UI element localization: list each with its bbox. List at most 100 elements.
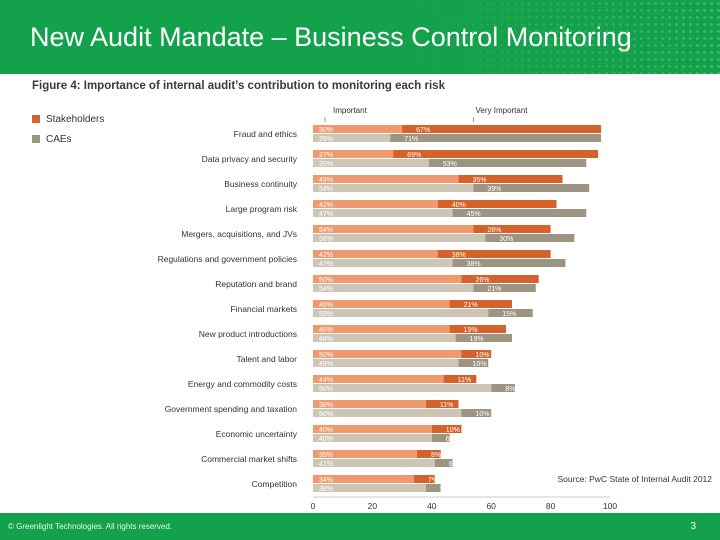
bar-stakeholders-important bbox=[313, 125, 403, 133]
bar-stakeholders-important bbox=[313, 175, 459, 183]
data-label-stakeholders-very-important: 38% bbox=[452, 252, 466, 259]
data-label-caes-important: 38% bbox=[319, 486, 333, 493]
bar-caes-very-important bbox=[434, 459, 453, 467]
bar-caes-important bbox=[313, 434, 432, 442]
bar-caes-important bbox=[313, 234, 486, 242]
bar-stakeholders-very-important bbox=[416, 450, 441, 458]
category-label: Fraud and ethics bbox=[234, 129, 297, 139]
bar-caes-important bbox=[313, 259, 453, 267]
data-label-caes-very-important: 30% bbox=[499, 236, 513, 243]
data-label-stakeholders-very-important: 11% bbox=[458, 377, 472, 384]
x-tick-label: 40 bbox=[427, 501, 437, 511]
bar-caes-important bbox=[313, 184, 474, 192]
bar-stakeholders-very-important bbox=[449, 325, 507, 333]
data-label-stakeholders-important: 50% bbox=[319, 352, 333, 359]
bar-caes-very-important bbox=[452, 209, 587, 217]
data-label-stakeholders-important: 38% bbox=[319, 402, 333, 409]
data-label-stakeholders-important: 27% bbox=[319, 152, 333, 159]
data-label-stakeholders-important: 42% bbox=[319, 202, 333, 209]
bar-caes-important bbox=[313, 484, 426, 492]
data-label-caes-important: 54% bbox=[319, 186, 333, 193]
category-label: Economic uncertainty bbox=[216, 429, 298, 439]
category-label: Mergers, acquisitions, and JVs bbox=[181, 229, 297, 239]
data-label-stakeholders-very-important: 10% bbox=[446, 427, 460, 434]
data-label-caes-important: 60% bbox=[319, 386, 333, 393]
bar-caes-important bbox=[313, 159, 429, 167]
category-label: Competition bbox=[252, 479, 298, 489]
figure-title: Figure 4: Importance of internal audit’s… bbox=[32, 80, 445, 92]
bar-stakeholders-very-important bbox=[425, 400, 459, 408]
bar-stakeholders-very-important bbox=[431, 425, 462, 433]
bar-stakeholders-important bbox=[313, 250, 438, 258]
bar-stakeholders-very-important bbox=[449, 300, 512, 308]
data-label-caes-very-important: 5% bbox=[440, 486, 450, 493]
data-label-caes-important: 26% bbox=[319, 136, 333, 143]
category-label: Energy and commodity costs bbox=[188, 379, 297, 389]
data-label-caes-very-important: 10% bbox=[476, 411, 490, 418]
data-label-caes-important: 54% bbox=[319, 286, 333, 293]
data-label-caes-very-important: 45% bbox=[467, 211, 481, 218]
data-label-caes-important: 47% bbox=[319, 261, 333, 268]
bar-caes-important bbox=[313, 384, 492, 392]
category-label: Government spending and taxation bbox=[165, 404, 298, 414]
data-label-caes-very-important: 53% bbox=[443, 161, 457, 168]
x-tick-label: 60 bbox=[486, 501, 496, 511]
bar-stakeholders-very-important bbox=[461, 275, 539, 283]
x-tick-label: 100 bbox=[603, 501, 617, 511]
bar-stakeholders-important bbox=[313, 325, 450, 333]
bar-stakeholders-important bbox=[313, 300, 450, 308]
bar-stakeholders-very-important bbox=[437, 200, 557, 208]
bar-caes-important bbox=[313, 459, 435, 467]
category-label: Talent and labor bbox=[237, 354, 298, 364]
bar-stakeholders-very-important bbox=[402, 125, 602, 133]
data-label-caes-very-important: 8% bbox=[505, 386, 515, 393]
data-label-stakeholders-very-important: 10% bbox=[476, 352, 490, 359]
bar-caes-very-important bbox=[491, 384, 515, 392]
data-label-stakeholders-important: 35% bbox=[319, 452, 333, 459]
column-label-very-important: Very Important bbox=[476, 106, 529, 115]
category-label: Commercial market shifts bbox=[201, 454, 297, 464]
data-label-stakeholders-important: 49% bbox=[319, 177, 333, 184]
source-note: Source: PwC State of Internal Audit 2012 bbox=[557, 474, 712, 484]
bar-stakeholders-very-important bbox=[413, 475, 435, 483]
slide-title: New Audit Mandate – Business Control Mon… bbox=[30, 22, 632, 52]
bar-caes-very-important bbox=[452, 259, 566, 267]
data-label-caes-important: 49% bbox=[319, 361, 333, 368]
bar-stakeholders-important bbox=[313, 475, 414, 483]
data-label-caes-important: 59% bbox=[319, 311, 333, 318]
data-label-stakeholders-very-important: 11% bbox=[440, 402, 454, 409]
slide-header: New Audit Mandate – Business Control Mon… bbox=[0, 0, 720, 74]
category-label: Large program risk bbox=[226, 204, 298, 214]
data-label-stakeholders-important: 40% bbox=[319, 427, 333, 434]
bar-caes-important bbox=[313, 409, 462, 417]
data-label-stakeholders-very-important: 35% bbox=[473, 177, 487, 184]
bar-caes-very-important bbox=[473, 284, 536, 292]
bar-stakeholders-important bbox=[313, 450, 417, 458]
data-label-stakeholders-very-important: 19% bbox=[464, 327, 478, 334]
data-label-stakeholders-important: 34% bbox=[319, 477, 333, 484]
category-label: New product introductions bbox=[199, 329, 297, 339]
data-label-caes-very-important: 10% bbox=[473, 361, 487, 368]
bar-stakeholders-very-important bbox=[393, 150, 599, 158]
bar-stakeholders-very-important bbox=[473, 225, 551, 233]
data-label-caes-very-important: 15% bbox=[502, 311, 516, 318]
data-label-caes-important: 50% bbox=[319, 411, 333, 418]
data-label-caes-very-important: 6% bbox=[446, 436, 456, 443]
column-label-important: Important bbox=[333, 106, 368, 115]
data-label-caes-important: 39% bbox=[319, 161, 333, 168]
bar-stakeholders-very-important bbox=[461, 350, 492, 358]
bar-caes-very-important bbox=[390, 134, 602, 142]
bar-stakeholders-important bbox=[313, 400, 426, 408]
legend-stakeholders: Stakeholders bbox=[32, 114, 104, 125]
category-label: Regulations and government policies bbox=[158, 254, 297, 264]
data-label-caes-very-important: 38% bbox=[467, 261, 481, 268]
legend-swatch-stakeholders bbox=[32, 115, 40, 123]
bar-caes-important bbox=[313, 134, 391, 142]
footer-bar bbox=[0, 513, 720, 540]
category-label: Business continuity bbox=[224, 179, 298, 189]
x-tick-label: 20 bbox=[368, 501, 378, 511]
data-label-caes-important: 40% bbox=[319, 436, 333, 443]
bar-stakeholders-important bbox=[313, 225, 474, 233]
bar-caes-very-important bbox=[431, 434, 450, 442]
